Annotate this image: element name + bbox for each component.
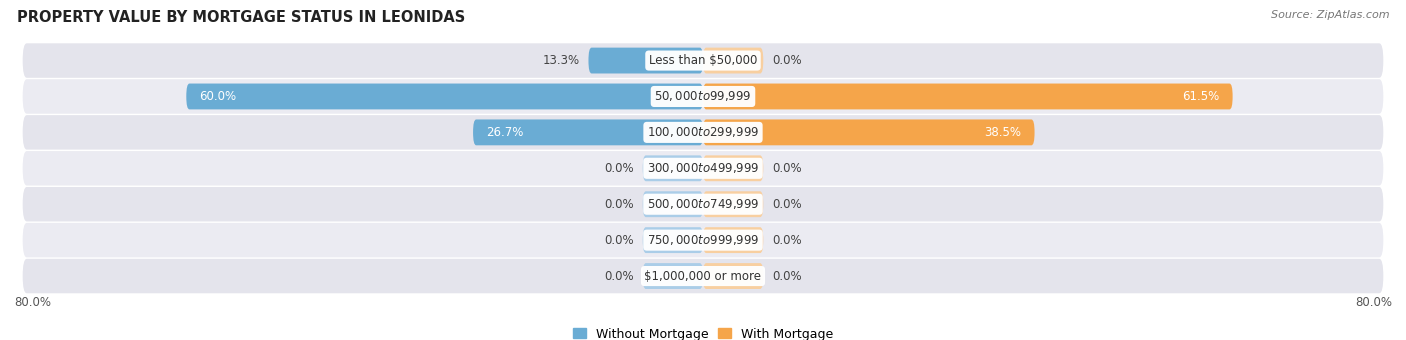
Text: 0.0%: 0.0% [772,54,801,67]
Text: 80.0%: 80.0% [14,296,51,309]
Text: 0.0%: 0.0% [605,234,634,246]
FancyBboxPatch shape [22,79,1384,114]
FancyBboxPatch shape [703,227,763,253]
FancyBboxPatch shape [643,155,703,181]
Text: 0.0%: 0.0% [605,198,634,211]
Text: 0.0%: 0.0% [605,162,634,175]
Text: 0.0%: 0.0% [772,198,801,211]
FancyBboxPatch shape [703,48,763,73]
Text: 0.0%: 0.0% [772,270,801,283]
Text: Source: ZipAtlas.com: Source: ZipAtlas.com [1271,10,1389,20]
FancyBboxPatch shape [643,227,703,253]
Text: $100,000 to $299,999: $100,000 to $299,999 [647,125,759,139]
FancyBboxPatch shape [22,223,1384,257]
Text: 0.0%: 0.0% [772,162,801,175]
Text: $750,000 to $999,999: $750,000 to $999,999 [647,233,759,247]
FancyBboxPatch shape [643,191,703,217]
FancyBboxPatch shape [22,259,1384,293]
Text: 0.0%: 0.0% [772,234,801,246]
Text: 60.0%: 60.0% [200,90,236,103]
FancyBboxPatch shape [22,43,1384,78]
FancyBboxPatch shape [703,155,763,181]
FancyBboxPatch shape [643,263,703,289]
Text: Less than $50,000: Less than $50,000 [648,54,758,67]
Text: 61.5%: 61.5% [1182,90,1219,103]
FancyBboxPatch shape [703,84,1233,109]
Legend: Without Mortgage, With Mortgage: Without Mortgage, With Mortgage [568,323,838,340]
FancyBboxPatch shape [22,187,1384,221]
Text: $300,000 to $499,999: $300,000 to $499,999 [647,161,759,175]
FancyBboxPatch shape [703,119,1035,145]
FancyBboxPatch shape [472,119,703,145]
FancyBboxPatch shape [589,48,703,73]
FancyBboxPatch shape [703,191,763,217]
Text: 38.5%: 38.5% [984,126,1022,139]
Text: PROPERTY VALUE BY MORTGAGE STATUS IN LEONIDAS: PROPERTY VALUE BY MORTGAGE STATUS IN LEO… [17,10,465,25]
Text: $50,000 to $99,999: $50,000 to $99,999 [654,89,752,103]
Text: $1,000,000 or more: $1,000,000 or more [644,270,762,283]
Text: 13.3%: 13.3% [543,54,579,67]
Text: $500,000 to $749,999: $500,000 to $749,999 [647,197,759,211]
Text: 0.0%: 0.0% [605,270,634,283]
Text: 80.0%: 80.0% [1355,296,1392,309]
Text: 26.7%: 26.7% [486,126,523,139]
FancyBboxPatch shape [22,115,1384,150]
FancyBboxPatch shape [186,84,703,109]
FancyBboxPatch shape [703,263,763,289]
FancyBboxPatch shape [22,151,1384,186]
